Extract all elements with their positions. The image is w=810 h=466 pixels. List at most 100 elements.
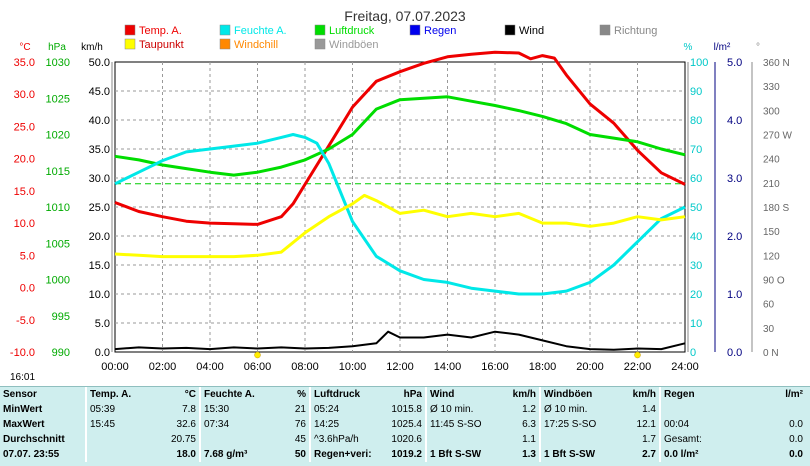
stats-cell: Luftdruck [309,387,382,402]
humidity-tick-label: 30 [690,260,702,272]
x-tick-label: 06:00 [244,361,272,373]
stats-cell: 7.68 g/m³ [199,447,264,462]
stats-cell: 50 [294,449,306,460]
wind-tick-label: 5.0 [95,318,110,330]
wind-tick-label: 30.0 [89,173,110,185]
series-line-luftdruck [114,95,686,177]
stats-cell: Regen [659,387,732,402]
series-line-temp-a [114,50,686,226]
humidity-tick-label: 20 [690,289,702,301]
stats-cell [199,432,264,447]
current-time: 16:01 [10,372,36,383]
stats-cell: 1.1 [522,434,536,445]
stats-cell: Temp. A. [85,387,150,402]
temp-tick-label: 15.0 [14,186,35,198]
wind-tick-label: 35.0 [89,144,110,156]
stats-cell: 1020.6 [391,434,422,445]
stats-cell [425,432,504,447]
temp-tick-label: -5.0 [16,315,35,327]
stats-cell: MinWert [3,404,43,415]
wind-tick-label: 45.0 [89,86,110,98]
legend-swatch [409,24,421,36]
direction-tick-label: 180 S [763,203,789,214]
wind-tick-label: 0.0 [95,347,110,359]
stats-cell: Feuchte A. [199,387,264,402]
pressure-tick-label: 1000 [46,275,70,287]
axis-unit-labels: °C hPa km/h% l/m² ° [19,42,760,53]
x-tick-label: 20:00 [576,361,604,373]
series-line-taupunkt [114,193,686,259]
stats-cell: 1.7 [642,434,656,445]
legend-swatch [314,24,326,36]
rain-tick-label: 3.0 [727,173,742,185]
temp-tick-label: 35.0 [14,57,35,69]
stats-cell: 0.0 [789,419,803,430]
legend-label: Windböen [329,39,379,51]
stats-cell: 45 [294,434,306,445]
legend-label: Wind [519,25,544,37]
rain-tick-label: 4.0 [727,115,742,127]
direction-tick-label: 330 [763,82,780,93]
x-tick-label: 24:00 [671,361,699,373]
legend-swatch [124,38,136,50]
temp-tick-label: 10.0 [14,218,35,230]
pressure-tick-label: 1005 [46,238,70,250]
x-tick-label: 16:00 [481,361,509,373]
stats-cell: 15:30 [199,402,264,417]
stats-cell: 07:34 [199,417,264,432]
direction-tick-label: 0 N [763,348,779,359]
stats-cell: 11:45 S-SO [425,417,504,432]
stats-cell: 1 Bft S-SW [425,447,504,462]
stats-cell: km/h [512,389,536,400]
axis-unit-label: km/h [81,42,103,53]
time-markers [254,351,641,359]
stats-cell [539,432,620,447]
direction-tick-label: 120 [763,251,780,262]
humidity-tick-label: 60 [690,173,702,185]
humidity-tick-label: 10 [690,318,702,330]
stats-row: MaxWert 15:45 32.6 07:34 76 14:25 1025.4 11:45 … [0,417,806,432]
series-line-wind [114,330,686,351]
stats-cell [85,432,150,447]
stats-table: Sensor Temp. A. °C Feuchte A.% Luftdruck hPa W… [0,387,806,462]
humidity-tick-label: 80 [690,115,702,127]
direction-tick-label: 360 N [763,58,790,69]
legend-swatch [314,38,326,50]
chart-axes: 35.0 30.0 25.0 20.0 15.0 10.0 5.0 0.0 -5.0 -10.0 1… [10,57,793,373]
stats-cell: % [297,389,306,400]
wind-tick-label: 10.0 [89,289,110,301]
stats-cell [732,402,806,417]
x-tick-label: 04:00 [196,361,224,373]
stats-cell: 20.75 [170,434,196,445]
pressure-tick-label: 1030 [46,57,70,69]
rain-tick-label: 2.0 [727,231,742,243]
stats-cell: 0.0 l/m² [659,447,732,462]
stats-panel: Sensor Temp. A. °C Feuchte A.% Luftdruck hPa W… [0,386,810,466]
axis-unit-label: °C [19,42,30,53]
stats-cell: 00:04 [659,417,732,432]
axis-unit-label: l/m² [714,42,731,53]
stats-cell: 21 [294,404,306,415]
stats-cell: Ø 10 min. [425,402,504,417]
rain-tick-label: 5.0 [727,57,742,69]
stats-header-row: Sensor Temp. A. °C Feuchte A.% Luftdruck hPa W… [0,387,806,402]
stats-cell: Wind [425,387,504,402]
legend-swatch [219,38,231,50]
stats-cell: 05:24 [309,402,382,417]
x-tick-label: 08:00 [291,361,319,373]
x-tick-label: 12:00 [386,361,414,373]
stats-cell: 32.6 [176,419,196,430]
stats-cell: 1019.2 [391,449,422,460]
stats-cell: 1 Bft S-SW [539,447,620,462]
stats-cell: 18.0 [176,449,196,460]
stats-cell: 07.07. 23:55 [3,449,60,460]
humidity-tick-label: 0 [690,347,696,359]
direction-tick-label: 210 [763,179,780,190]
stats-cell: Sensor [3,389,37,400]
direction-tick-label: 150 [763,227,780,238]
stats-cell: 76 [294,419,306,430]
stats-cell [85,447,150,462]
stats-cell: 2.7 [642,449,656,460]
stats-cell: 05:39 [85,402,150,417]
stats-cell: km/h [632,389,656,400]
